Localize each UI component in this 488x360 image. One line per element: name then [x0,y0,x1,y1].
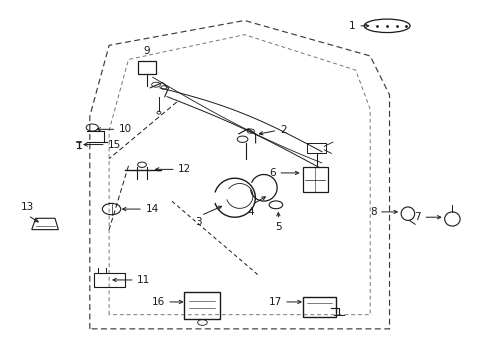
Bar [302,297,336,317]
Text: 16: 16 [151,297,164,307]
Text: 1: 1 [348,21,355,31]
Text: 8: 8 [369,207,376,217]
Bar [302,167,327,192]
Text: 3: 3 [195,217,202,227]
Text: 17: 17 [268,297,281,307]
Text: 4: 4 [246,207,253,217]
Text: 14: 14 [145,204,158,214]
Text: 10: 10 [119,124,132,134]
Text: 9: 9 [143,46,150,56]
Text: 2: 2 [279,125,286,135]
Text: 15: 15 [108,140,121,149]
Bar [138,61,155,75]
Text: 12: 12 [178,165,191,174]
Text: 5: 5 [274,222,281,232]
Bar [183,292,220,319]
Bar [307,143,325,153]
Bar [94,273,125,287]
Text: 6: 6 [269,168,275,178]
Text: 13: 13 [20,202,34,212]
Text: 7: 7 [413,212,420,222]
Text: 11: 11 [137,275,150,285]
